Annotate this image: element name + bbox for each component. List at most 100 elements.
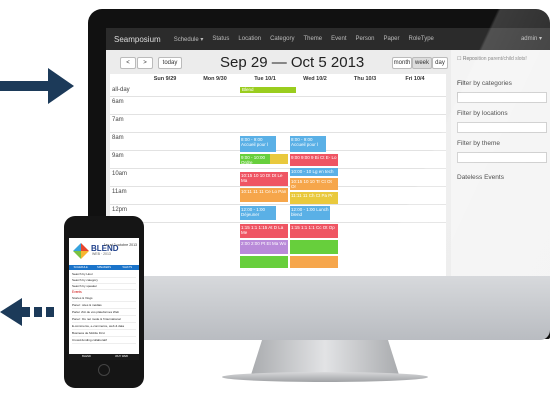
calendar-toolbar: < > today Sep 29 — Oct 5 2013 month week… bbox=[110, 54, 450, 74]
day-header: Sat 10/5 bbox=[440, 74, 446, 84]
nav-theme[interactable]: Theme bbox=[303, 36, 323, 42]
filter-theme-input[interactable] bbox=[457, 152, 547, 163]
phone-list-item[interactable]: Business de Mobile First bbox=[72, 331, 136, 337]
view-week-button[interactable]: week bbox=[412, 57, 432, 69]
hour-label: 9am bbox=[112, 153, 124, 159]
calendar-event[interactable]: 2:00 2:00 Pt Et Ma Wo bbox=[240, 240, 288, 254]
app-brand[interactable]: Seamposium bbox=[114, 34, 161, 44]
phone-screen: BLEND WEB · 2013 1er et 2 octobre 2013 S… bbox=[69, 238, 139, 360]
calendar-event[interactable]: 9:00 9:00 9 Bi Ct E- Lo bbox=[290, 154, 338, 166]
filter-categories-input[interactable] bbox=[457, 92, 547, 103]
hour-row: 6am bbox=[110, 96, 446, 105]
reposition-checkbox[interactable]: ☐ Reposition parent/child slots! bbox=[457, 56, 527, 62]
hour-label: 6am bbox=[112, 99, 124, 105]
day-header: Thu 10/3 bbox=[353, 76, 377, 82]
calendar-event[interactable]: 8:00 - 9:00 Accueil pour l bbox=[290, 136, 326, 152]
phone-tab[interactable]: SCHEDULE bbox=[73, 266, 88, 269]
hour-row: 7am bbox=[110, 114, 446, 123]
nav-roletype[interactable]: RoleType bbox=[408, 36, 434, 42]
view-day-button[interactable]: day bbox=[432, 57, 448, 69]
phone-footer-item[interactable]: BLEND bbox=[82, 355, 91, 358]
app-screen: Seamposium Schedule ▾ Status Location Ca… bbox=[106, 28, 550, 276]
phone-search-row[interactable]: Search by speaker bbox=[72, 284, 136, 290]
nav-location[interactable]: Location bbox=[238, 36, 262, 42]
dashed-arrow-left-icon bbox=[0, 298, 54, 326]
day-header: Tue 10/1 bbox=[254, 76, 276, 82]
nav-event[interactable]: Event bbox=[331, 36, 347, 42]
monitor-stand-base bbox=[222, 372, 428, 382]
hour-row: 9am bbox=[110, 150, 446, 159]
calendar-event[interactable]: 8:00 - 9:00 Accueil pour l bbox=[240, 136, 276, 152]
hour-row: 10am bbox=[110, 168, 446, 177]
phone-tabs: SCHEDULE SPEAKERS WHAT'S bbox=[69, 265, 139, 270]
calendar-event[interactable] bbox=[290, 240, 338, 254]
phone-search-row[interactable]: Search by category bbox=[72, 278, 136, 284]
phone-brand: BLEND bbox=[91, 244, 119, 253]
day-header: Sun 9/29 bbox=[153, 76, 177, 82]
phone-list-item[interactable]: Panel : Du net mode & l'international bbox=[72, 317, 136, 323]
filter-locations-input[interactable] bbox=[457, 122, 547, 133]
phone-tab[interactable]: SPEAKERS bbox=[97, 266, 111, 269]
calendar-event[interactable]: 12:00 - 1:00 Lunch blend bbox=[290, 206, 330, 220]
top-navbar: Seamposium Schedule ▾ Status Location Ca… bbox=[106, 28, 550, 50]
calendar-event[interactable]: 9:00 - 10:00 Ordre bbox=[240, 154, 270, 164]
filter-theme-label: Filter by theme bbox=[457, 140, 500, 147]
hour-label: 10am bbox=[112, 171, 128, 177]
calendar-event[interactable]: 12:00 - 1:00 Déjeuner bbox=[240, 206, 276, 220]
hour-row: 11am bbox=[110, 186, 446, 195]
phone-list-item[interactable]: E-commerce, e-commerce, web & data bbox=[72, 324, 136, 330]
calendar-event[interactable]: 11:11 11 Ch Ct Pa Pr bbox=[290, 192, 338, 204]
phone-footer: BLEND WHY WEB bbox=[69, 354, 139, 360]
calendar-event[interactable]: 10:11 11 11 Ce Lo Pan bbox=[240, 188, 288, 202]
phone-subtitle: WEB · 2013 bbox=[92, 252, 111, 256]
nav-schedule[interactable]: Schedule ▾ bbox=[173, 36, 204, 43]
allday-event-label: Blend bbox=[242, 87, 254, 92]
phone-section-title: Events bbox=[72, 290, 82, 294]
monitor-chin bbox=[88, 276, 550, 340]
phone-list-item[interactable]: Stories & Vlogs bbox=[72, 296, 136, 302]
phone-tab[interactable]: WHAT'S bbox=[122, 266, 133, 269]
hour-label: 11am bbox=[112, 189, 127, 195]
next-week-button[interactable]: > bbox=[137, 57, 153, 69]
calendar-event[interactable] bbox=[240, 256, 288, 268]
day-header: Wed 10/2 bbox=[303, 76, 327, 82]
phone-home-button[interactable] bbox=[98, 364, 110, 376]
prev-week-button[interactable]: < bbox=[120, 57, 136, 69]
blend-logo-icon bbox=[73, 243, 89, 259]
arrow-right-icon bbox=[0, 68, 74, 104]
hour-label: 12pm bbox=[112, 207, 128, 213]
calendar-event[interactable]: 1:15 1:1 1:1 Cc Ot Op bbox=[290, 224, 338, 238]
phone-footer-item[interactable]: WHY WEB bbox=[115, 355, 128, 358]
phone-list-item[interactable]: Crowd-funding collaboratif bbox=[72, 338, 136, 344]
phone-list-item[interactable]: Parler d'ici de vos plateformes Web bbox=[72, 310, 136, 316]
week-grid: Sun 9/29 Mon 9/30 Tue 10/1 Wed 10/2 Thu … bbox=[110, 74, 446, 276]
filter-sidebar: ☐ Reposition parent/child slots! Filter … bbox=[451, 50, 550, 276]
calendar-event[interactable]: 10:00 - 10 Lg en tech bbox=[290, 168, 338, 176]
filter-categories-label: Filter by categories bbox=[457, 80, 512, 87]
reposition-checkbox-label: Reposition parent/child slots! bbox=[462, 56, 527, 62]
allday-label: all-day bbox=[112, 87, 130, 93]
nav-category[interactable]: Category bbox=[270, 36, 295, 42]
nav-person[interactable]: Person bbox=[355, 36, 375, 42]
hour-label: 8am bbox=[112, 135, 124, 141]
hour-label: 7am bbox=[112, 117, 124, 123]
calendar-event[interactable]: 1:15 1:1 1:15 At D La Me bbox=[240, 224, 288, 238]
calendar-event[interactable] bbox=[270, 154, 288, 164]
calendar-event[interactable]: 10:15 10 10 Dt Dt Le Ma bbox=[240, 172, 288, 186]
day-header: Fri 10/4 bbox=[405, 76, 425, 82]
today-button[interactable]: today bbox=[158, 57, 182, 69]
allday-event[interactable]: Blend bbox=[240, 87, 296, 93]
day-header: Mon 9/30 bbox=[203, 76, 227, 82]
phone-date: 1er et 2 octobre 2013 bbox=[103, 243, 137, 247]
nav-paper[interactable]: Paper bbox=[383, 36, 400, 42]
view-month-button[interactable]: month bbox=[392, 57, 412, 69]
phone-list-item[interactable]: Panel : sites & médias bbox=[72, 303, 136, 309]
hour-row: 1pm bbox=[110, 222, 446, 231]
calendar-event[interactable]: 10:15 10 10 Tr Ct Ot Or bbox=[290, 178, 338, 190]
user-menu[interactable]: admin ▾ bbox=[520, 36, 542, 42]
filter-locations-label: Filter by locations bbox=[457, 110, 508, 117]
nav-status[interactable]: Status bbox=[212, 36, 230, 42]
phone-search-row[interactable]: Search by Hour bbox=[72, 272, 136, 278]
calendar-event[interactable] bbox=[290, 256, 338, 268]
hour-row: 8am bbox=[110, 132, 446, 141]
